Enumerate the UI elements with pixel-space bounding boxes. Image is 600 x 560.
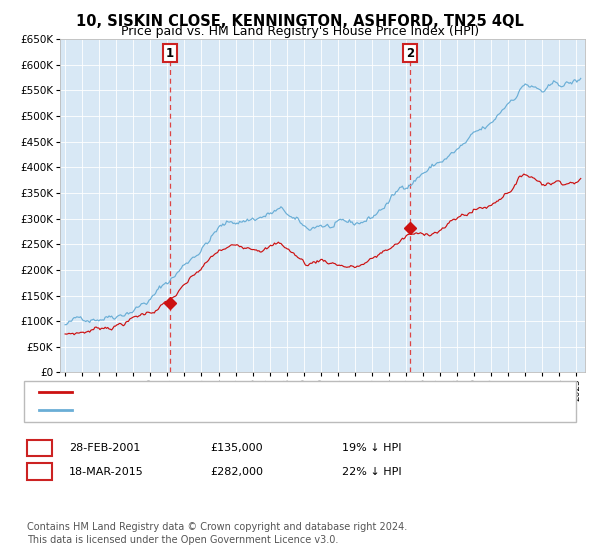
Text: 28-FEB-2001: 28-FEB-2001 [69,443,140,453]
Text: 19% ↓ HPI: 19% ↓ HPI [342,443,401,453]
Text: 2: 2 [35,465,44,478]
Text: 2: 2 [406,46,414,59]
Text: 1: 1 [166,46,174,59]
Text: Price paid vs. HM Land Registry's House Price Index (HPI): Price paid vs. HM Land Registry's House … [121,25,479,38]
Text: 18-MAR-2015: 18-MAR-2015 [69,466,144,477]
Text: £282,000: £282,000 [210,466,263,477]
Text: 1: 1 [35,441,44,455]
Text: Contains HM Land Registry data © Crown copyright and database right 2024.
This d: Contains HM Land Registry data © Crown c… [27,522,407,545]
Text: HPI: Average price, detached house, Ashford: HPI: Average price, detached house, Ashf… [78,405,296,415]
Text: £135,000: £135,000 [210,443,263,453]
Text: 22% ↓ HPI: 22% ↓ HPI [342,466,401,477]
Text: 10, SISKIN CLOSE, KENNINGTON, ASHFORD, TN25 4QL: 10, SISKIN CLOSE, KENNINGTON, ASHFORD, T… [76,14,524,29]
Text: 10, SISKIN CLOSE, KENNINGTON, ASHFORD, TN25 4QL (detached house): 10, SISKIN CLOSE, KENNINGTON, ASHFORD, T… [78,388,433,397]
